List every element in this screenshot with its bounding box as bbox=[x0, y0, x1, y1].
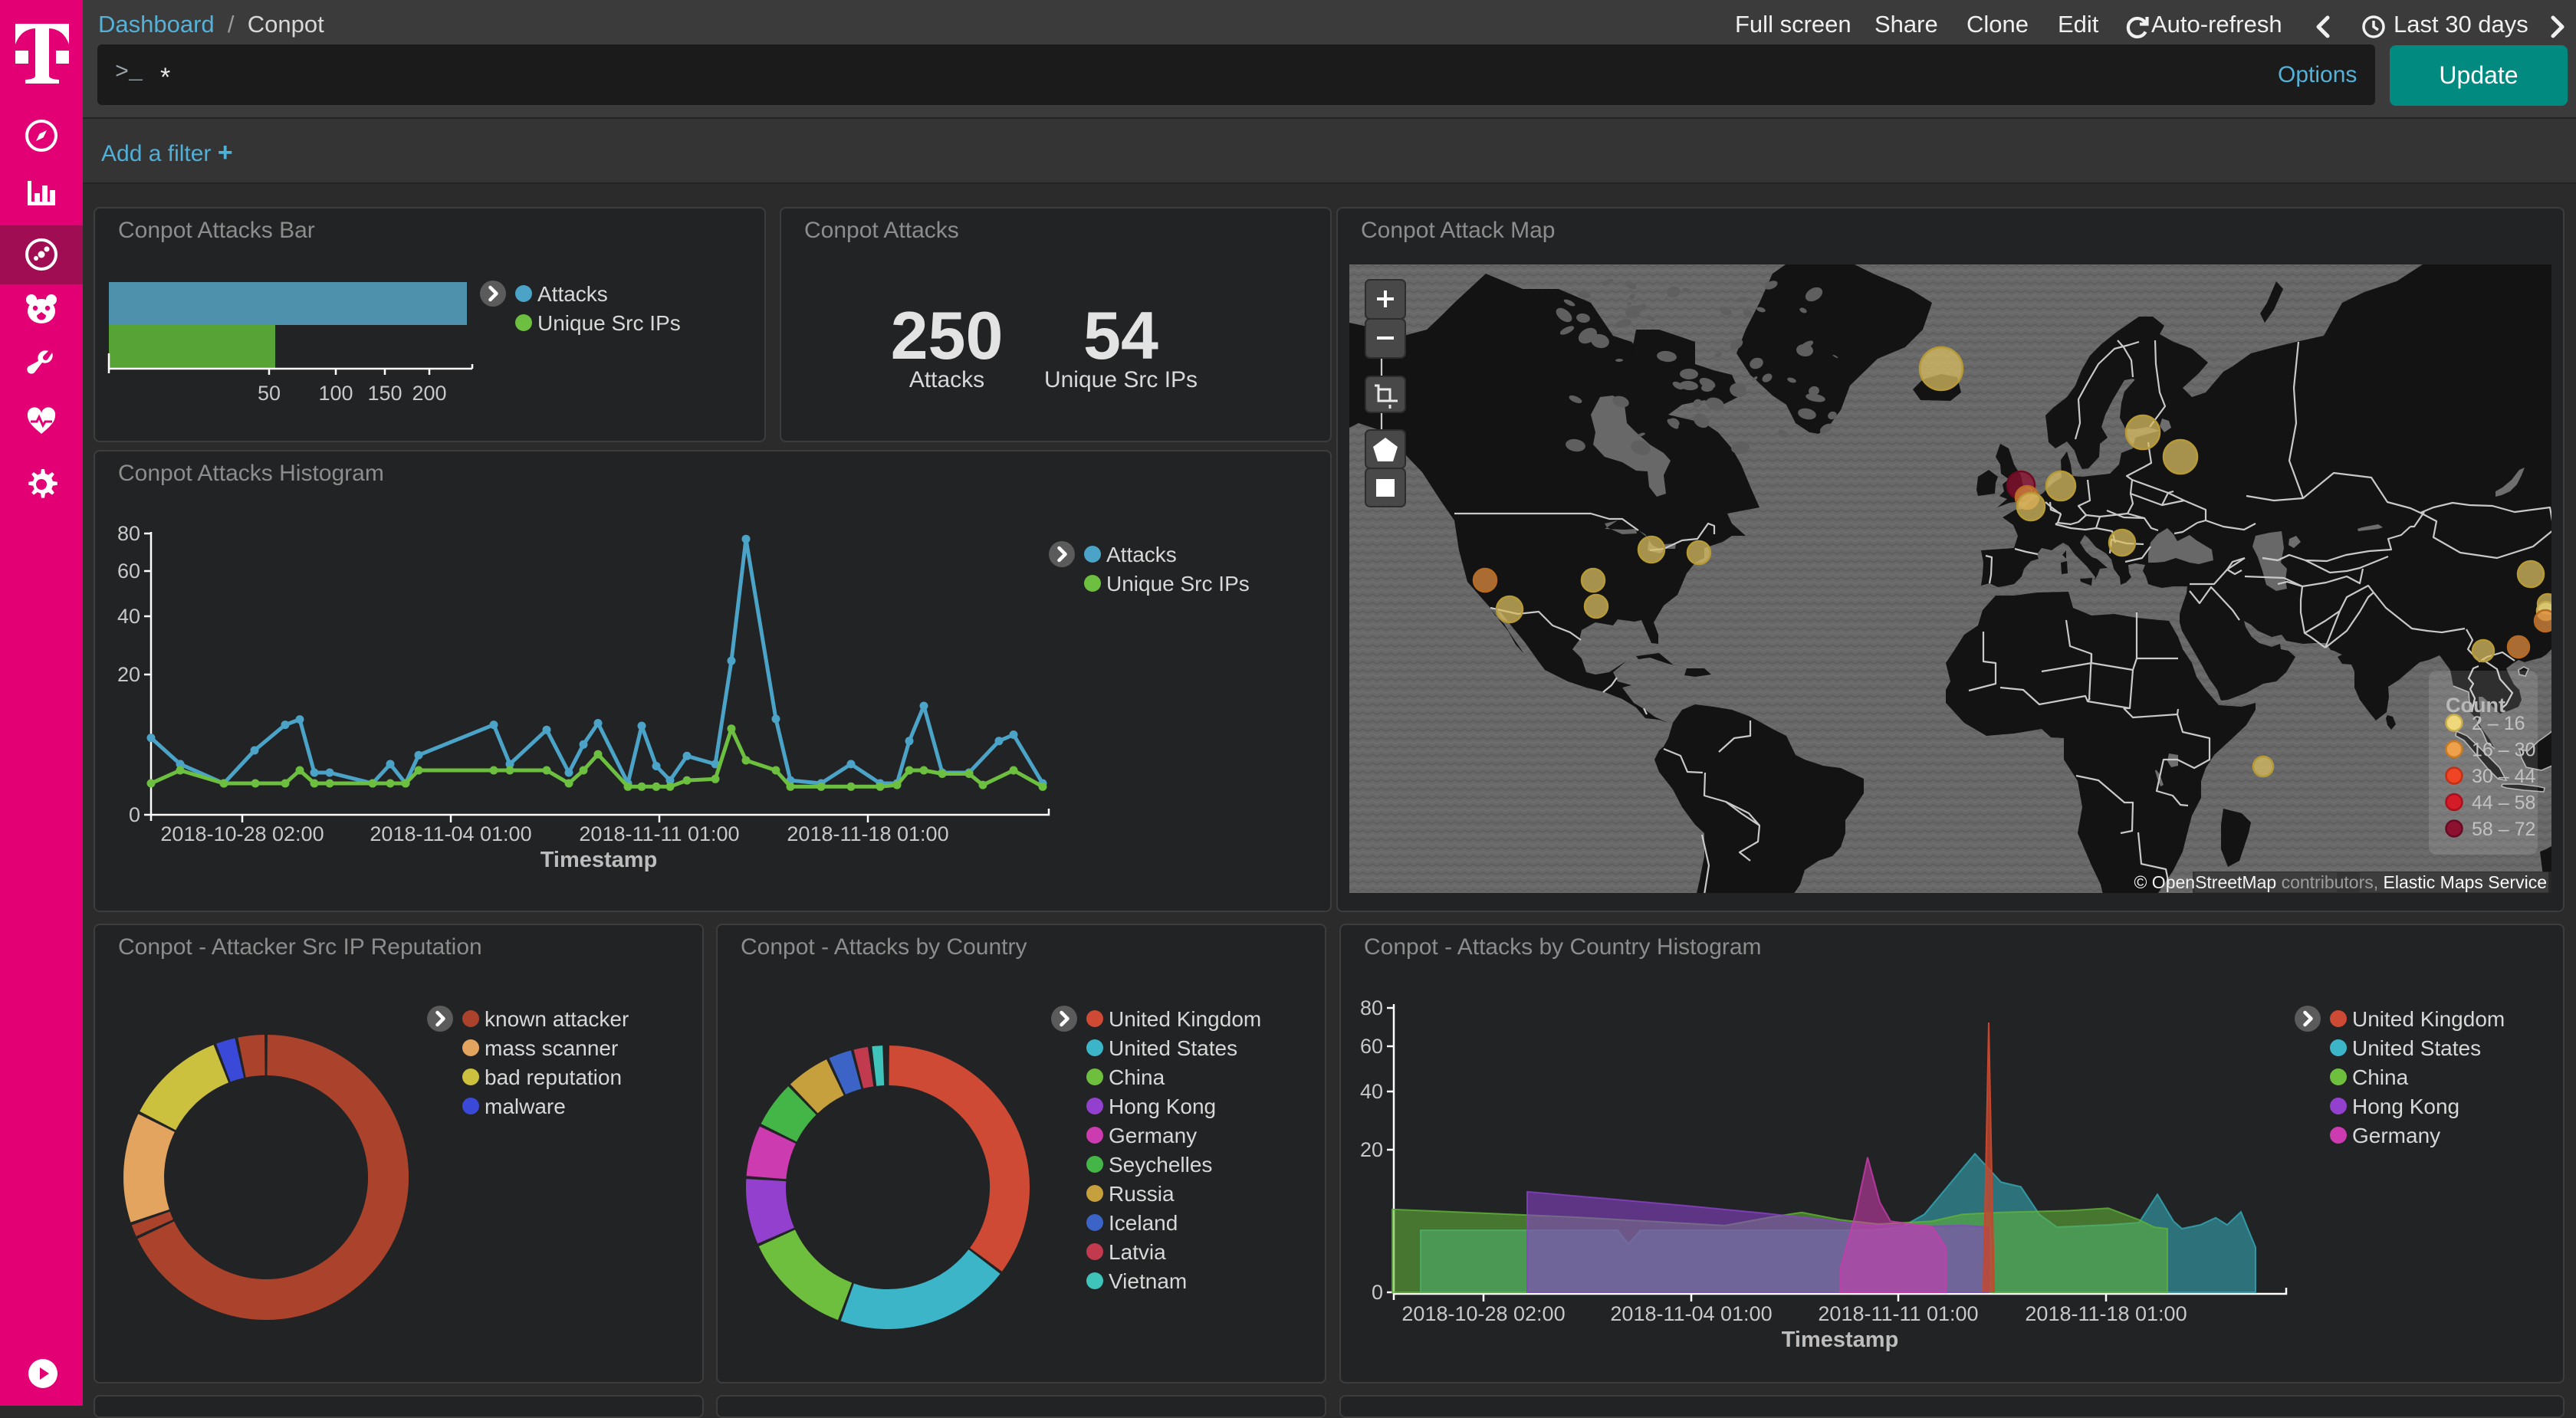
svg-text:Unique Src IPs: Unique Src IPs bbox=[1044, 367, 1198, 392]
svg-text:Attacks: Attacks bbox=[1106, 543, 1177, 566]
svg-text:United Kingdom: United Kingdom bbox=[2352, 1007, 2505, 1031]
svg-text:Attacks: Attacks bbox=[537, 282, 608, 306]
svg-text:2 – 16: 2 – 16 bbox=[2472, 713, 2525, 734]
svg-text:20: 20 bbox=[1360, 1138, 1383, 1161]
svg-text:0: 0 bbox=[1372, 1281, 1383, 1304]
svg-text:Timestamp: Timestamp bbox=[1782, 1328, 1899, 1352]
svg-text:200: 200 bbox=[412, 382, 446, 405]
svg-text:Unique Src IPs: Unique Src IPs bbox=[537, 311, 681, 335]
svg-text:40: 40 bbox=[117, 605, 140, 628]
svg-text:2018-10-28 02:00: 2018-10-28 02:00 bbox=[1401, 1302, 1565, 1325]
svg-text:bad reputation: bad reputation bbox=[485, 1065, 622, 1089]
svg-text:Latvia: Latvia bbox=[1109, 1240, 1166, 1264]
svg-text:China: China bbox=[1109, 1065, 1165, 1089]
svg-text:16 – 30: 16 – 30 bbox=[2472, 740, 2535, 761]
svg-text:2018-11-18 01:00: 2018-11-18 01:00 bbox=[2025, 1302, 2187, 1325]
svg-text:150: 150 bbox=[367, 382, 402, 405]
svg-text:Hong Kong: Hong Kong bbox=[1109, 1095, 1216, 1118]
svg-text:80: 80 bbox=[117, 522, 140, 545]
svg-text:Vietnam: Vietnam bbox=[1109, 1269, 1187, 1293]
svg-text:United States: United States bbox=[2352, 1036, 2481, 1060]
svg-text:United States: United States bbox=[1109, 1036, 1237, 1060]
svg-text:China: China bbox=[2352, 1065, 2409, 1089]
svg-text:60: 60 bbox=[1360, 1035, 1383, 1058]
svg-text:© OpenStreetMap contributors,: © OpenStreetMap contributors, Elastic Ma… bbox=[2134, 872, 2547, 892]
svg-text:250: 250 bbox=[891, 297, 1004, 373]
svg-text:2018-10-28 02:00: 2018-10-28 02:00 bbox=[160, 822, 324, 845]
svg-text:20: 20 bbox=[117, 663, 140, 686]
svg-text:Iceland: Iceland bbox=[1109, 1211, 1178, 1235]
svg-text:2018-11-04 01:00: 2018-11-04 01:00 bbox=[1610, 1302, 1772, 1325]
svg-text:44 – 58: 44 – 58 bbox=[2472, 793, 2535, 814]
svg-text:60: 60 bbox=[117, 560, 140, 583]
svg-text:United Kingdom: United Kingdom bbox=[1109, 1007, 1261, 1031]
svg-text:Count: Count bbox=[2446, 694, 2505, 717]
svg-text:mass scanner: mass scanner bbox=[485, 1036, 618, 1060]
svg-text:54: 54 bbox=[1083, 297, 1158, 373]
svg-text:50: 50 bbox=[258, 382, 281, 405]
svg-text:Attacks: Attacks bbox=[909, 367, 984, 392]
svg-text:malware: malware bbox=[485, 1095, 566, 1118]
svg-text:80: 80 bbox=[1360, 996, 1383, 1019]
svg-text:Russia: Russia bbox=[1109, 1182, 1175, 1206]
svg-text:58 – 72: 58 – 72 bbox=[2472, 819, 2535, 840]
svg-text:Germany: Germany bbox=[2352, 1124, 2440, 1147]
svg-text:30 – 44: 30 – 44 bbox=[2472, 766, 2536, 787]
svg-text:Germany: Germany bbox=[1109, 1124, 1197, 1147]
svg-text:40: 40 bbox=[1360, 1080, 1383, 1103]
svg-text:Timestamp: Timestamp bbox=[540, 848, 658, 872]
svg-text:Seychelles: Seychelles bbox=[1109, 1153, 1212, 1177]
svg-text:0: 0 bbox=[129, 803, 140, 826]
svg-text:2018-11-11 01:00: 2018-11-11 01:00 bbox=[579, 822, 739, 845]
svg-text:Hong Kong: Hong Kong bbox=[2352, 1095, 2459, 1118]
svg-text:100: 100 bbox=[318, 382, 353, 405]
svg-text:2018-11-18 01:00: 2018-11-18 01:00 bbox=[787, 822, 948, 845]
svg-text:2018-11-11 01:00: 2018-11-11 01:00 bbox=[1818, 1302, 1978, 1325]
svg-text:2018-11-04 01:00: 2018-11-04 01:00 bbox=[370, 822, 531, 845]
svg-text:Unique Src IPs: Unique Src IPs bbox=[1106, 572, 1250, 596]
svg-text:known attacker: known attacker bbox=[485, 1007, 629, 1031]
